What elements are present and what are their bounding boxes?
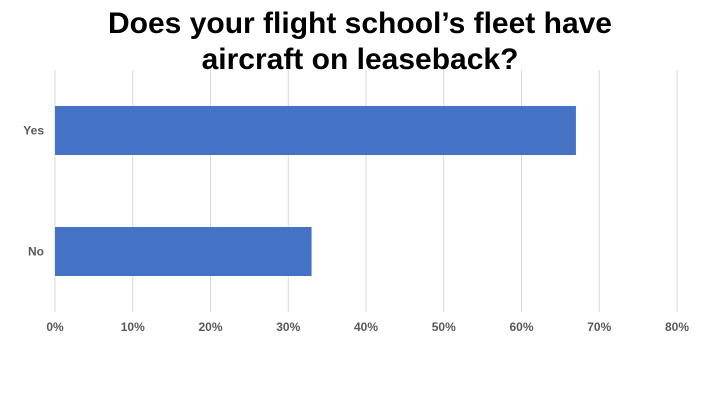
bar xyxy=(55,106,576,155)
x-tick-label: 10% xyxy=(121,320,145,334)
bar xyxy=(55,227,312,276)
category-labels: Yes No xyxy=(23,124,44,259)
x-tick-label: 80% xyxy=(665,320,689,334)
x-tick-label: 70% xyxy=(587,320,611,334)
chart-title-line-1: Does your flight school’s fleet have xyxy=(108,7,612,40)
x-axis-tick-labels: 0% 10% 20% 30% 40% 50% 60% 70% 80% xyxy=(46,320,689,334)
x-tick-label: 0% xyxy=(46,320,64,334)
bars xyxy=(55,106,576,276)
x-tick-label: 20% xyxy=(198,320,222,334)
chart-title-line-2: aircraft on leaseback? xyxy=(201,43,519,76)
chart-title: Does your flight school’s fleet have air… xyxy=(0,6,720,78)
x-tick-label: 60% xyxy=(509,320,533,334)
category-label: No xyxy=(28,245,44,259)
x-tick-label: 50% xyxy=(432,320,456,334)
x-tick-label: 40% xyxy=(354,320,378,334)
x-tick-label: 30% xyxy=(276,320,300,334)
category-label: Yes xyxy=(23,124,44,138)
